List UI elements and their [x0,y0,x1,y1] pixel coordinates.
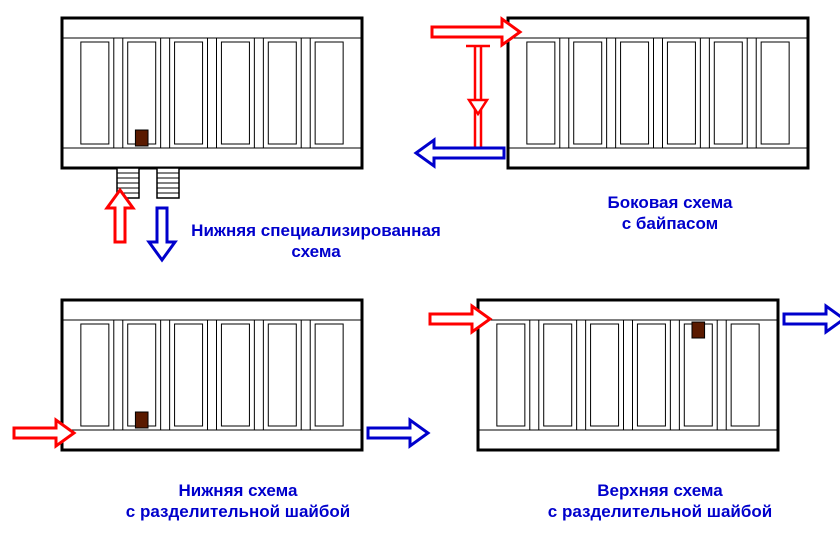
svg-layer [0,0,840,559]
caption-bottom-washer: Нижняя схема с разделительной шайбой [98,480,378,523]
caption-top-washer: Верхняя схема с разделительной шайбой [520,480,800,523]
diagram-canvas: Нижняя специализированная схема Боковая … [0,0,840,559]
caption-side-bypass: Боковая схема с байпасом [560,192,780,235]
caption-bottom-specialized: Нижняя специализированная схема [176,220,456,263]
